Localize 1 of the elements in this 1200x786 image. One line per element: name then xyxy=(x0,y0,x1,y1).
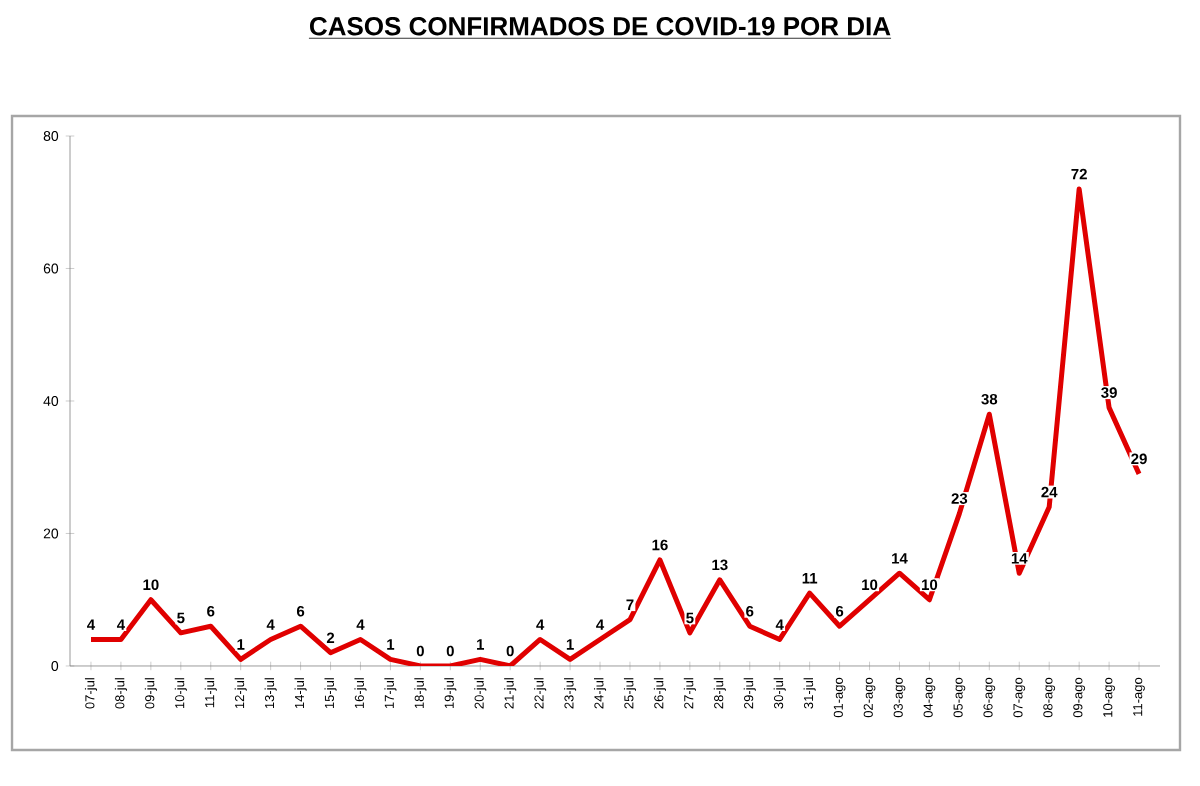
chart-title: CASOS CONFIRMADOS DE COVID-19 POR DIA xyxy=(310,17,891,36)
